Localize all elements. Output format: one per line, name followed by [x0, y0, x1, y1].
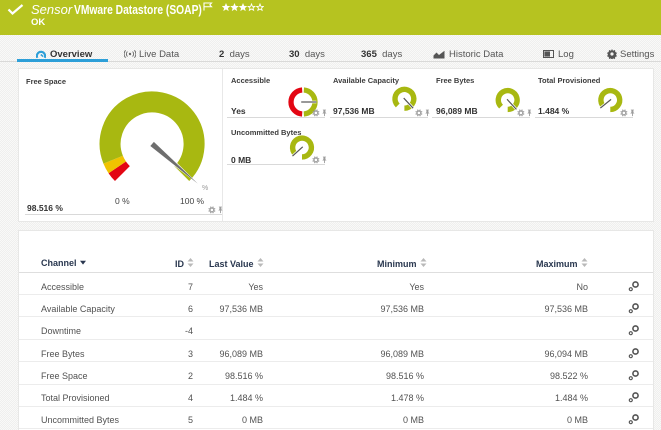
svg-text:%: %: [202, 185, 208, 192]
